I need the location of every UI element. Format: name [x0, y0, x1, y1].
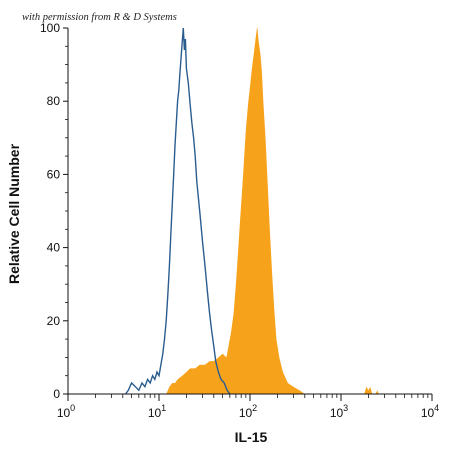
y-tick-label: 40 — [47, 241, 61, 255]
x-tick-exponent: 0 — [70, 403, 75, 413]
x-tick-base: 10 — [239, 406, 253, 420]
credit-text: with permission from R & D Systems — [22, 12, 177, 23]
x-tick-base: 10 — [148, 406, 162, 420]
x-tick-exponent: 2 — [252, 403, 257, 413]
x-tick-base: 10 — [421, 406, 435, 420]
y-tick-label: 0 — [53, 387, 60, 401]
stained-histogram-fill — [166, 26, 379, 394]
y-tick-label: 60 — [47, 167, 61, 181]
y-axis-title: Relative Cell Number — [6, 143, 22, 284]
x-tick-label: 104 — [421, 403, 439, 420]
x-tick-base: 10 — [330, 406, 344, 420]
x-tick-label: 102 — [239, 403, 257, 420]
x-tick-exponent: 4 — [434, 403, 439, 413]
x-tick-exponent: 1 — [161, 403, 166, 413]
x-tick-labels: 100 101 102 103 104 — [57, 403, 439, 420]
x-tick-label: 100 — [57, 403, 75, 420]
x-tick-label: 103 — [330, 403, 348, 420]
control-histogram-outline — [125, 27, 231, 395]
x-axis-title: IL-15 — [235, 429, 268, 445]
y-tick-label: 100 — [40, 21, 60, 35]
y-tick-labels: 0 20 40 60 80 100 — [40, 21, 60, 401]
x-tick-base: 10 — [57, 406, 71, 420]
x-tick-exponent: 3 — [343, 403, 348, 413]
y-tick-label: 20 — [47, 314, 61, 328]
x-axis-ticks — [67, 394, 433, 401]
y-axis-ticks — [63, 27, 68, 395]
x-tick-label: 101 — [148, 403, 166, 420]
y-tick-label: 80 — [47, 94, 61, 108]
